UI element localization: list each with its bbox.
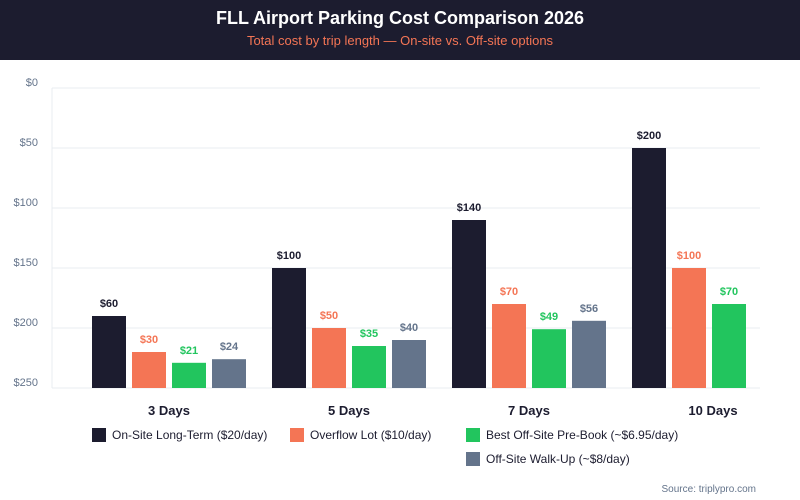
legend-item-overflow: Overflow Lot ($10/day) (290, 428, 431, 442)
legend-label: Best Off-Site Pre-Book (~$6.95/day) (486, 428, 679, 442)
legend-item-onsite: On-Site Long-Term ($20/day) (92, 428, 267, 442)
bar (272, 268, 306, 388)
data-label: $56 (580, 303, 598, 315)
bar (352, 346, 386, 388)
chart-title: FLL Airport Parking Cost Comparison 2026 (215, 8, 585, 28)
source-note: Source: triplypro.com (661, 484, 756, 495)
legend-swatch (466, 452, 480, 466)
y-tick-label: $0 (26, 77, 38, 89)
legend-swatch (290, 428, 304, 442)
x-tick-label: 7 Days (508, 403, 550, 418)
data-label: $49 (540, 311, 558, 323)
bar (532, 329, 566, 388)
data-label: $100 (677, 250, 701, 262)
chart-subtitle: Total cost by trip length — On-site vs. … (246, 33, 554, 48)
bar (172, 362, 206, 388)
x-tick-label: 10 Days (688, 403, 737, 418)
y-tick-label: $200 (14, 317, 38, 329)
y-tick-label: $50 (20, 137, 38, 149)
bar (212, 359, 246, 388)
x-tick-label: 3 Days (148, 403, 190, 418)
y-tick-label: $100 (14, 197, 38, 209)
y-tick-label: $250 (14, 377, 38, 389)
bar (672, 268, 706, 388)
bar (452, 220, 486, 388)
legend-swatch (466, 428, 480, 442)
legend-item-walkup: Off-Site Walk-Up (~$8/day) (466, 452, 630, 466)
data-label: $21 (180, 345, 198, 357)
legend-swatch (92, 428, 106, 442)
data-label: $30 (140, 334, 158, 346)
bar (312, 328, 346, 388)
bar (712, 304, 746, 388)
data-label: $70 (720, 286, 738, 298)
bar (92, 316, 126, 388)
data-label: $50 (320, 310, 338, 322)
legend-label: Off-Site Walk-Up (~$8/day) (486, 452, 630, 466)
data-label: $140 (457, 202, 481, 214)
data-label: $200 (637, 130, 661, 142)
legend-label: Overflow Lot ($10/day) (310, 428, 432, 442)
legend-label: On-Site Long-Term ($20/day) (112, 428, 268, 442)
data-label: $40 (400, 322, 418, 334)
data-label: $60 (100, 298, 118, 310)
data-label: $24 (220, 341, 239, 353)
data-label: $100 (277, 250, 301, 262)
y-tick-label: $150 (14, 257, 38, 269)
data-label: $35 (360, 328, 378, 340)
chart-header: FLL Airport Parking Cost Comparison 2026… (0, 0, 800, 60)
legend-item-prebook: Best Off-Site Pre-Book (~$6.95/day) (466, 428, 678, 442)
bar (632, 148, 666, 388)
x-tick-label: 5 Days (328, 403, 370, 418)
bar (572, 320, 606, 388)
bar (392, 340, 426, 388)
bar (492, 304, 526, 388)
data-label: $70 (500, 286, 518, 298)
bar (132, 352, 166, 388)
